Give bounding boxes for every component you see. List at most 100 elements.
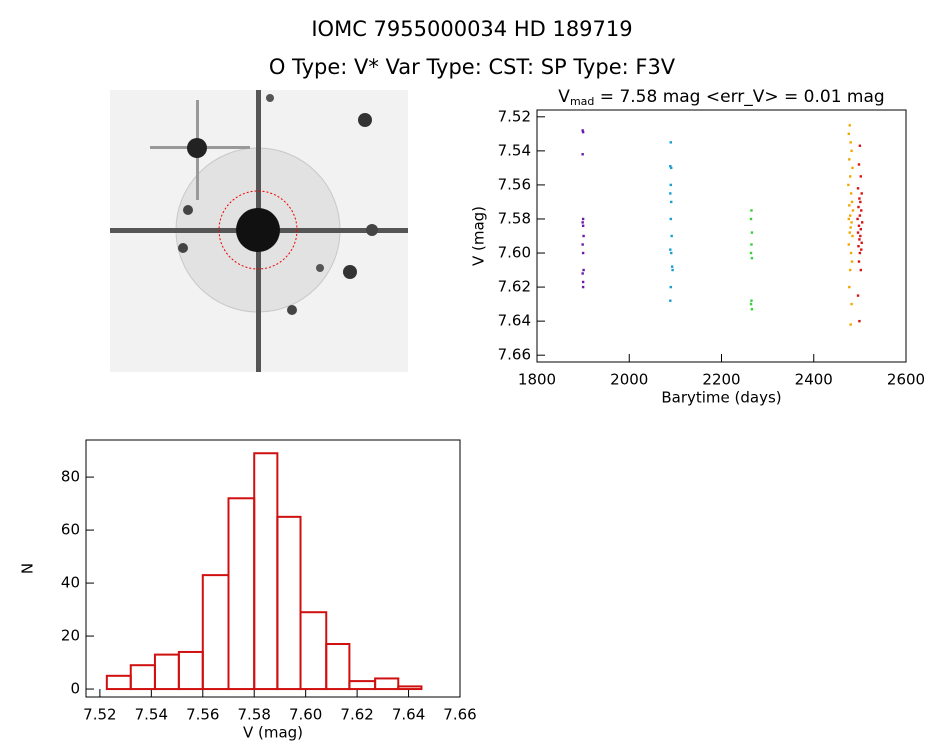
point xyxy=(581,130,585,134)
point xyxy=(850,149,853,153)
bar xyxy=(276,515,302,691)
x-tick-label: 2200 xyxy=(702,371,740,389)
point xyxy=(669,299,672,302)
point xyxy=(582,234,585,238)
bar xyxy=(227,497,256,691)
point xyxy=(856,217,859,221)
point xyxy=(847,243,851,246)
point xyxy=(582,268,585,272)
point xyxy=(847,217,851,221)
title-part: mad xyxy=(570,95,594,108)
point xyxy=(848,204,851,207)
point xyxy=(581,272,584,275)
point xyxy=(859,175,862,178)
point xyxy=(750,256,754,260)
bar xyxy=(299,611,328,691)
bar xyxy=(397,685,423,691)
point xyxy=(670,200,673,204)
point xyxy=(849,226,852,229)
point xyxy=(849,251,853,255)
star xyxy=(358,113,372,127)
point xyxy=(581,224,585,227)
point xyxy=(857,205,860,209)
point xyxy=(859,200,862,204)
point xyxy=(860,248,863,251)
star xyxy=(266,94,274,102)
point xyxy=(860,221,864,224)
point xyxy=(847,132,851,136)
x-tick-label: 7.56 xyxy=(186,706,219,724)
point xyxy=(581,129,584,132)
star xyxy=(316,264,324,272)
point xyxy=(858,197,861,200)
point xyxy=(749,302,753,306)
point xyxy=(669,217,672,221)
point xyxy=(856,187,860,190)
bar xyxy=(105,674,132,691)
point xyxy=(851,209,855,212)
point xyxy=(848,231,851,234)
point xyxy=(851,166,854,170)
bar xyxy=(177,650,204,691)
point xyxy=(857,224,861,227)
bar xyxy=(153,653,180,691)
point xyxy=(581,243,584,246)
star xyxy=(366,224,378,236)
point xyxy=(859,268,862,272)
x-tick-label: 7.54 xyxy=(135,706,168,724)
point xyxy=(669,248,672,251)
point xyxy=(856,294,860,297)
point xyxy=(847,183,850,187)
y-tick-label: 7.64 xyxy=(498,312,531,330)
point xyxy=(849,141,852,144)
y-tick-label: 7.56 xyxy=(498,175,531,193)
x-tick-label: 7.58 xyxy=(238,706,271,724)
point xyxy=(581,153,584,156)
y-tick-label: 7.60 xyxy=(498,244,531,262)
y-tick-label: 7.58 xyxy=(498,209,531,227)
point xyxy=(750,243,753,246)
point xyxy=(669,285,672,289)
title-part: V xyxy=(558,87,570,107)
y-tick-label: 7.52 xyxy=(498,107,531,125)
y-tick-label: 40 xyxy=(61,574,80,592)
y-tick-label: 80 xyxy=(61,468,80,486)
point xyxy=(849,323,852,326)
bar xyxy=(374,677,400,691)
point xyxy=(848,124,851,127)
point xyxy=(851,234,854,238)
x-tick-label: 7.66 xyxy=(443,706,476,724)
point xyxy=(848,175,852,178)
point xyxy=(581,217,585,221)
axes-frame xyxy=(85,439,461,698)
point xyxy=(670,251,673,255)
y-tick-label: 7.66 xyxy=(498,346,531,364)
point xyxy=(749,217,753,221)
x-tick-label: 2400 xyxy=(795,371,833,389)
x-tick-label: 7.62 xyxy=(340,706,373,724)
title-part: = 7.58 mag <err_V> = 0.01 mag xyxy=(594,87,884,107)
point xyxy=(749,251,753,255)
point xyxy=(850,260,854,263)
point xyxy=(860,192,863,195)
star-image xyxy=(110,90,408,372)
point xyxy=(858,238,861,241)
point xyxy=(671,268,674,272)
y-tick-label: 60 xyxy=(61,521,80,539)
x-tick-label: 2000 xyxy=(610,371,648,389)
point xyxy=(848,158,851,161)
point xyxy=(858,319,861,323)
x-tick-label: 7.60 xyxy=(289,706,322,724)
star xyxy=(343,265,357,279)
x-axis-label: V (mag) xyxy=(243,724,303,742)
point xyxy=(750,299,753,302)
page-title: IOMC 7955000034 HD 189719 xyxy=(311,17,632,41)
page-subtitle: O Type: V* Var Type: CST: SP Type: F3V xyxy=(269,55,676,79)
star xyxy=(183,205,193,215)
bar xyxy=(201,574,230,691)
point xyxy=(860,209,863,212)
point xyxy=(848,214,852,217)
star xyxy=(187,138,207,158)
x-tick-label: 7.52 xyxy=(83,706,116,724)
x-tick-label: 2600 xyxy=(887,371,925,389)
